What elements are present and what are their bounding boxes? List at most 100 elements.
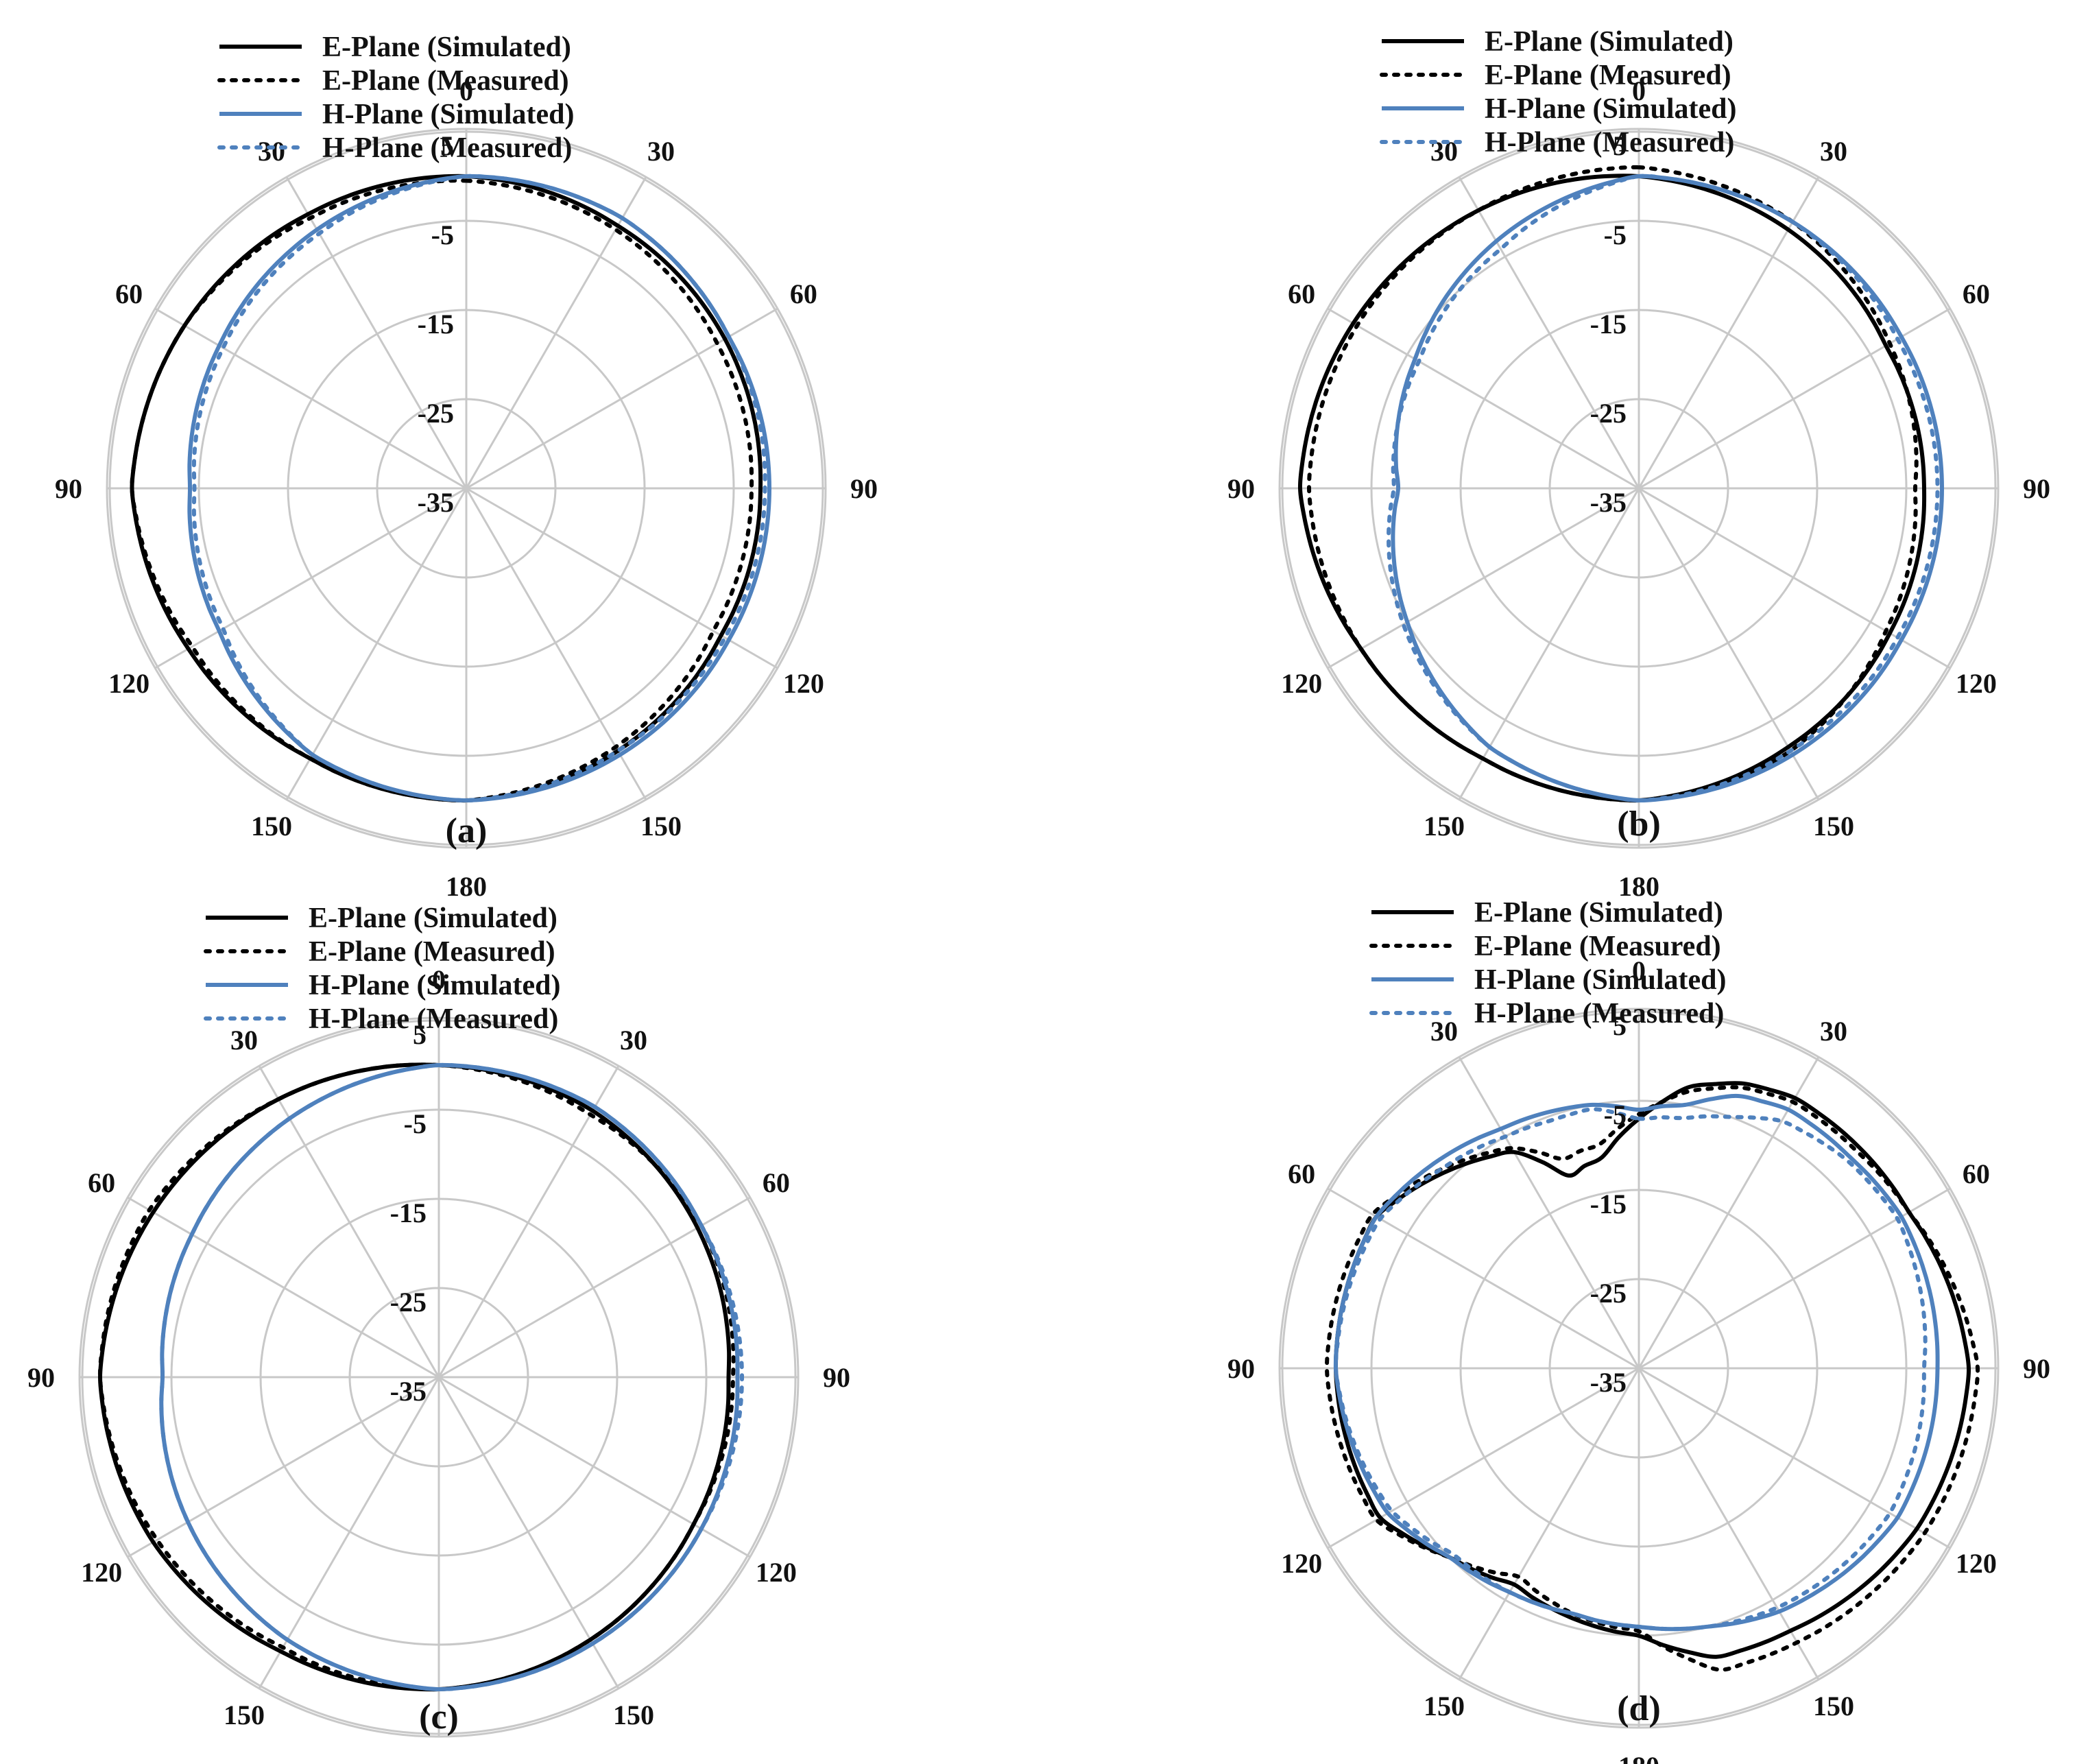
radial-tick-label: -5: [1604, 1099, 1627, 1130]
angle-tick-label: 90: [27, 1362, 55, 1393]
angle-tick-label: 60: [88, 1167, 115, 1198]
angle-tick-label: 30: [258, 136, 285, 167]
radial-tick-label: -25: [1590, 398, 1627, 429]
angle-tick-label: 150: [613, 1700, 654, 1730]
radial-tick-label: 5: [413, 1019, 427, 1050]
angle-tick-label: 60: [1963, 278, 1990, 309]
angle-tick-label: 60: [1288, 1158, 1315, 1189]
angle-tick-label: 0: [459, 75, 473, 106]
angle-tick-label: 150: [224, 1700, 265, 1730]
angle-tick-label: 90: [850, 473, 878, 504]
panel-label: (b): [1617, 804, 1661, 844]
radial-tick-label: -5: [1604, 219, 1627, 250]
polar-chart-a: 5 -5 -15 -25 -35 0 30 60 90 120 150 180 150 120 90 60 30…: [55, 32, 878, 902]
grid-spoke: [1327, 307, 1640, 490]
radial-tick-label: -25: [390, 1287, 427, 1318]
angle-tick-label: 0: [1632, 75, 1646, 106]
angle-tick-label: 90: [55, 473, 82, 504]
series-line-4: [1333, 1107, 1928, 1632]
grid-spoke: [258, 1376, 440, 1689]
angle-tick-label: 0: [432, 964, 446, 995]
grid-spoke: [127, 1376, 440, 1558]
angle-tick-label: 60: [1963, 1158, 1990, 1189]
angle-tick-label: 60: [115, 278, 143, 309]
legend-entry: H-Plane (Simulated): [309, 970, 560, 1001]
radial-tick-label: -35: [418, 487, 454, 518]
grid-spoke: [154, 487, 467, 669]
angle-tick-label: 150: [640, 811, 682, 842]
polar-grid: [78, 1016, 800, 1738]
radial-tick-label: -25: [418, 398, 454, 429]
angle-tick-label: 150: [1424, 1691, 1465, 1721]
legend-entry: E-Plane (Measured): [322, 65, 569, 97]
angle-tick-label: 0: [1632, 955, 1646, 986]
legend: E-Plane (Simulated)E-Plane (Measured)H-P…: [217, 32, 574, 164]
angle-tick-label: 30: [230, 1025, 258, 1056]
angle-tick-label: 30: [647, 136, 675, 167]
angle-tick-label: 120: [1281, 668, 1322, 699]
angle-tick-label: 90: [2023, 473, 2050, 504]
angle-tick-label: 90: [1227, 473, 1255, 504]
legend: E-Plane (Simulated)E-Plane (Measured)H-P…: [1380, 26, 1736, 158]
legend-entry: E-Plane (Simulated): [1485, 26, 1734, 58]
angle-tick-label: 60: [1288, 278, 1315, 309]
legend-entry: E-Plane (Simulated): [1474, 897, 1723, 929]
legend-entry: H-Plane (Simulated): [1474, 964, 1726, 996]
radial-tick-label: -5: [404, 1108, 427, 1139]
radial-tick-label: -15: [1590, 1189, 1627, 1219]
legend-entry: H-Plane (Measured): [322, 132, 572, 164]
grid-spoke: [437, 1065, 620, 1378]
grid-spoke: [1638, 1368, 1820, 1680]
grid-spoke: [466, 487, 778, 669]
series-line-2: [1324, 1085, 1980, 1672]
legend-entry: H-Plane (Measured): [1474, 998, 1724, 1029]
angle-tick-label: 150: [1424, 811, 1465, 842]
series-line-2: [1306, 165, 1919, 803]
angle-tick-label: 30: [1430, 1016, 1458, 1047]
radial-tick-label: -35: [1590, 1367, 1627, 1398]
legend-entry: E-Plane (Measured): [1474, 931, 1721, 962]
legend-entry: H-Plane (Measured): [1485, 127, 1734, 158]
polar-chart-c: 5 -5 -15 -25 -35 0 30 60 90 120 150 180 150 120 90 60 30…: [27, 903, 850, 1764]
legend-entry: E-Plane (Measured): [1485, 60, 1731, 91]
legend-entry: H-Plane (Simulated): [322, 99, 574, 130]
grid-spoke: [438, 1376, 751, 1558]
grid-spoke: [1458, 1368, 1640, 1680]
legend: E-Plane (Simulated)E-Plane (Measured)H-P…: [204, 903, 560, 1035]
angle-tick-label: 120: [108, 668, 149, 699]
radial-tick-label: -25: [1590, 1278, 1627, 1309]
radial-tick-label: -15: [1590, 309, 1627, 339]
polar-grid: [106, 128, 827, 849]
radial-tick-label: -35: [1590, 487, 1627, 518]
angle-tick-label: 120: [1281, 1548, 1322, 1579]
grid-spoke: [437, 1376, 620, 1689]
angle-tick-label: 180: [446, 871, 487, 902]
radial-tick-label: -15: [418, 309, 454, 339]
angle-tick-label: 90: [1227, 1353, 1255, 1384]
radial-tick-label: -15: [390, 1197, 427, 1228]
radial-tick-label: 5: [1613, 1010, 1627, 1041]
legend-entry: E-Plane (Measured): [309, 936, 555, 968]
legend-entry: H-Plane (Simulated): [1485, 93, 1736, 125]
panel-label: (a): [446, 811, 488, 850]
legend: E-Plane (Simulated)E-Plane (Measured)H-P…: [1369, 897, 1726, 1029]
radial-tick-label: -5: [431, 219, 454, 250]
grid-spoke: [1458, 176, 1640, 489]
angle-tick-label: 180: [418, 1760, 459, 1764]
polar-grid: [1278, 128, 2000, 849]
angle-tick-label: 180: [1618, 871, 1659, 902]
grid-spoke: [1458, 1056, 1640, 1369]
angle-tick-label: 150: [251, 811, 292, 842]
angle-tick-label: 30: [1820, 136, 1847, 167]
angle-tick-label: 60: [763, 1167, 790, 1198]
angle-tick-label: 180: [1618, 1751, 1659, 1764]
angle-tick-label: 120: [783, 668, 824, 699]
legend-entry: E-Plane (Simulated): [309, 903, 557, 934]
angle-tick-label: 120: [1956, 668, 1997, 699]
angle-tick-label: 30: [1820, 1016, 1847, 1047]
angle-tick-label: 120: [1956, 1548, 1997, 1579]
series-line-4: [191, 174, 767, 803]
radial-tick-label: 5: [1613, 130, 1627, 161]
radial-tick-label: -35: [390, 1376, 427, 1407]
